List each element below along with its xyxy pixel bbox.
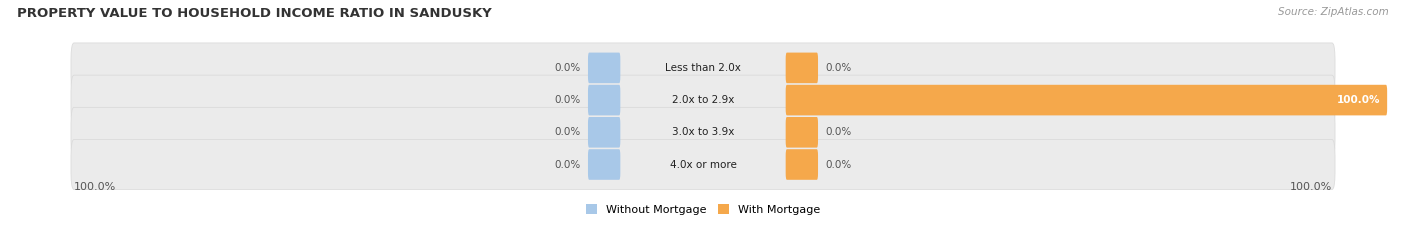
- Text: Less than 2.0x: Less than 2.0x: [665, 63, 741, 73]
- FancyBboxPatch shape: [70, 75, 1336, 125]
- FancyBboxPatch shape: [70, 107, 1336, 157]
- FancyBboxPatch shape: [786, 117, 818, 148]
- FancyBboxPatch shape: [588, 149, 620, 180]
- Text: 0.0%: 0.0%: [554, 160, 581, 169]
- Text: 3.0x to 3.9x: 3.0x to 3.9x: [672, 127, 734, 137]
- FancyBboxPatch shape: [588, 53, 620, 83]
- Text: 0.0%: 0.0%: [825, 127, 852, 137]
- Text: 2.0x to 2.9x: 2.0x to 2.9x: [672, 95, 734, 105]
- FancyBboxPatch shape: [70, 139, 1336, 190]
- Text: 0.0%: 0.0%: [554, 95, 581, 105]
- Text: 0.0%: 0.0%: [825, 160, 852, 169]
- FancyBboxPatch shape: [786, 149, 818, 180]
- FancyBboxPatch shape: [70, 43, 1336, 93]
- Text: 0.0%: 0.0%: [554, 63, 581, 73]
- FancyBboxPatch shape: [588, 117, 620, 148]
- Text: Source: ZipAtlas.com: Source: ZipAtlas.com: [1278, 7, 1389, 17]
- Text: 4.0x or more: 4.0x or more: [669, 160, 737, 169]
- Text: 100.0%: 100.0%: [75, 182, 117, 192]
- Text: 0.0%: 0.0%: [825, 63, 852, 73]
- FancyBboxPatch shape: [786, 85, 1388, 115]
- Text: 100.0%: 100.0%: [1289, 182, 1331, 192]
- Legend: Without Mortgage, With Mortgage: Without Mortgage, With Mortgage: [582, 200, 824, 219]
- FancyBboxPatch shape: [588, 85, 620, 115]
- Text: 0.0%: 0.0%: [554, 127, 581, 137]
- Text: PROPERTY VALUE TO HOUSEHOLD INCOME RATIO IN SANDUSKY: PROPERTY VALUE TO HOUSEHOLD INCOME RATIO…: [17, 7, 492, 20]
- Text: 100.0%: 100.0%: [1337, 95, 1379, 105]
- FancyBboxPatch shape: [786, 53, 818, 83]
